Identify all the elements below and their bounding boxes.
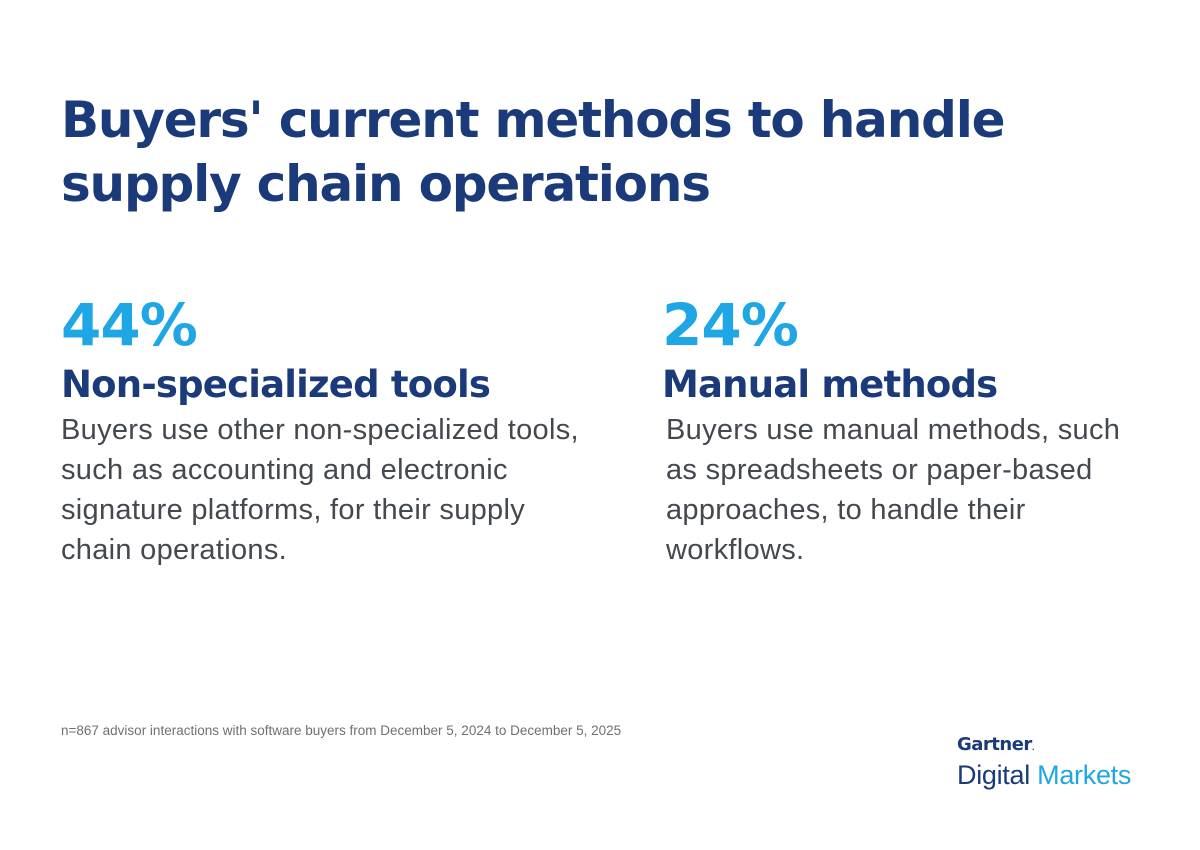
logo-subbrand: Digital Markets: [957, 759, 1131, 791]
stat-title: Non-specialized tools: [61, 363, 491, 406]
page-title: Buyers' current methods to handle supply…: [61, 91, 1006, 213]
logo-digital: Digital: [957, 760, 1030, 790]
stat-percent: 44%: [61, 291, 198, 359]
footnote: n=867 advisor interactions with software…: [61, 723, 622, 738]
logo-registered-mark: .: [1031, 744, 1035, 752]
gartner-digital-markets-logo: Gartner. Digital Markets: [957, 734, 1131, 791]
stat-title: Manual methods: [662, 363, 998, 406]
stat-percent: 24%: [662, 291, 799, 359]
logo-brand-name: Gartner: [957, 734, 1032, 755]
stat-card-manual-methods: 24% Manual methods Buyers use manual met…: [662, 290, 1142, 570]
stat-card-non-specialized-tools: 44% Non-specialized tools Buyers use oth…: [61, 290, 581, 570]
logo-brand: Gartner.: [957, 734, 1131, 759]
stat-description: Buyers use other non-specialized tools, …: [61, 414, 579, 566]
logo-markets: Markets: [1037, 760, 1132, 790]
stat-description: Buyers use manual methods, such as sprea…: [666, 414, 1121, 566]
